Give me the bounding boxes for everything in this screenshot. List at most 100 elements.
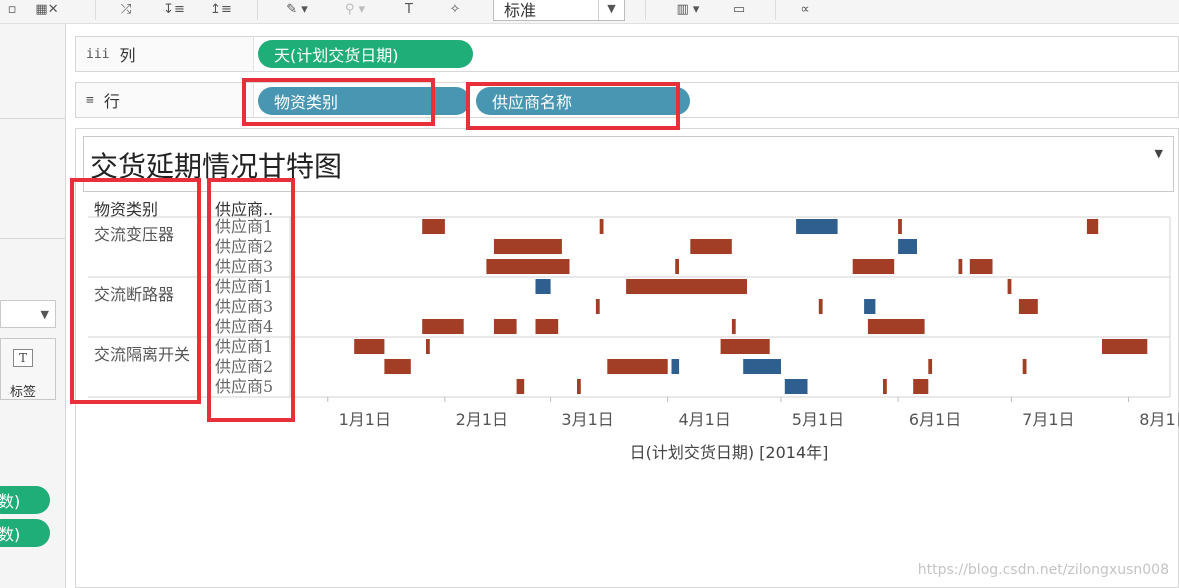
supplier-label: 供应商1: [215, 277, 274, 296]
group-icon[interactable]: ⚲ ▾: [344, 1, 366, 17]
gantt-bar: [969, 259, 993, 274]
gantt-bar: [426, 339, 430, 354]
x-axis-title: 日(计划交货日期) [2014年]: [630, 443, 829, 462]
gantt-bar: [607, 359, 668, 374]
x-axis-tick-label: 2月1日: [456, 410, 508, 429]
supplier-label: 供应商1: [215, 337, 274, 356]
gantt-bar: [1102, 339, 1148, 354]
gantt-bar: [384, 359, 411, 374]
gantt-bar: [595, 299, 600, 314]
columns-shelf-title: 列: [119, 46, 136, 65]
sort-descending-icon[interactable]: ↥≡: [210, 1, 232, 17]
label-icon[interactable]: T: [405, 1, 413, 17]
sort-ascending-icon[interactable]: ↧≡: [163, 1, 185, 17]
gantt-bar: [898, 219, 902, 234]
fit-select-value: 标准: [504, 0, 537, 20]
gantt-bar: [486, 259, 570, 274]
x-axis-tick-label: 4月1日: [678, 410, 730, 429]
supplier-label: 供应商3: [215, 257, 274, 276]
supplier-label: 供应商2: [215, 357, 274, 376]
columns-icon: iii: [86, 46, 110, 62]
category-label: 交流变压器: [94, 225, 175, 244]
supplier-label: 供应商5: [215, 377, 274, 396]
watermark: https://blog.csdn.net/zilongxusn008: [917, 562, 1169, 578]
gantt-bar: [864, 299, 876, 314]
chevron-down-icon[interactable]: ▼: [1154, 147, 1163, 160]
divider: [0, 238, 66, 239]
measure-pill[interactable]: 数): [0, 519, 50, 547]
gantt-bar: [422, 219, 445, 234]
worksheet: [75, 128, 1179, 588]
gantt-bar: [671, 359, 680, 374]
gantt-bar: [535, 319, 559, 334]
gantt-bar: [743, 359, 781, 374]
page-title: 交货延期情况甘特图: [90, 150, 343, 183]
share-icon[interactable]: ∝: [800, 1, 810, 17]
gantt-bar: [690, 239, 732, 254]
supplier-label: 供应商3: [215, 297, 274, 316]
highlight-icon[interactable]: ✎ ▾: [286, 1, 308, 17]
pill-supplier-name[interactable]: 供应商名称: [476, 87, 690, 115]
gantt-bar: [1018, 299, 1038, 314]
gantt-bar: [354, 339, 385, 354]
swap-icon[interactable]: ⤮: [120, 1, 132, 17]
title-box: 交货延期情况甘特图 ▼: [83, 136, 1174, 192]
gantt-bar: [535, 279, 551, 294]
gantt-bar: [958, 259, 963, 274]
show-me-icon[interactable]: ▥ ▾: [676, 1, 700, 17]
toolbar: ▫ ▦✕ ⤮ ↧≡ ↥≡ ✎ ▾ ⚲ ▾ T ✧ 标准 ▼ ▥ ▾ ▭ ∝: [0, 0, 1179, 24]
gantt-bar: [675, 259, 679, 274]
rows-shelf-title: 行: [103, 92, 120, 111]
gantt-bar: [1086, 219, 1099, 234]
gantt-bar: [867, 319, 925, 334]
toolbar-separator: [645, 0, 646, 20]
header-category: 物资类别: [94, 200, 159, 219]
mark-type-dropdown[interactable]: ▼: [0, 300, 56, 328]
gantt-bar: [599, 219, 604, 234]
gantt-bar: [898, 239, 917, 254]
pin-icon[interactable]: ✧: [449, 1, 461, 17]
x-axis-tick-label: 6月1日: [909, 410, 961, 429]
presentation-icon[interactable]: ▭: [732, 1, 746, 17]
gantt-bar: [928, 359, 933, 374]
x-axis-tick-label: 5月1日: [792, 410, 844, 429]
pill-plan-delivery-day[interactable]: 天(计划交货日期): [258, 40, 473, 68]
divider: [0, 118, 66, 119]
gantt-bar: [913, 379, 929, 394]
x-axis-tick-label: 7月1日: [1022, 410, 1074, 429]
gantt-bar: [493, 319, 517, 334]
gantt-bar: [852, 259, 895, 274]
gantt-bar: [626, 279, 747, 294]
toolbar-separator: [95, 0, 96, 20]
chevron-down-icon: ▼: [40, 308, 49, 321]
text-icon: T: [13, 349, 33, 367]
gantt-bar: [883, 379, 887, 394]
gantt-bar: [516, 379, 525, 394]
header-supplier: 供应商..: [215, 200, 274, 219]
save-icon[interactable]: ▫: [7, 1, 17, 17]
gantt-bar: [720, 339, 770, 354]
gantt-bar: [493, 239, 562, 254]
rows-shelf[interactable]: ≡ 行 物资类别 供应商名称: [75, 82, 1179, 118]
gantt-bar: [1022, 359, 1027, 374]
gantt-bar: [577, 379, 581, 394]
columns-shelf[interactable]: iii 列 天(计划交货日期): [75, 36, 1179, 72]
clear-sheet-icon[interactable]: ▦✕: [35, 1, 59, 17]
measure-pill[interactable]: 数): [0, 486, 50, 514]
gantt-bar: [818, 299, 823, 314]
label-card-text: 标签: [10, 385, 37, 400]
toolbar-separator: [257, 0, 258, 20]
fit-select[interactable]: 标准 ▼: [493, 0, 625, 21]
chevron-down-icon[interactable]: ▼: [598, 0, 624, 20]
category-label: 交流断路器: [94, 285, 175, 304]
x-axis-tick-label: 1月1日: [339, 410, 391, 429]
gantt-bar: [796, 219, 838, 234]
label-mark-card[interactable]: T 标签: [0, 338, 56, 400]
gantt-bar: [1007, 279, 1012, 294]
gantt-bar: [731, 319, 736, 334]
category-label: 交流隔离开关: [94, 345, 191, 364]
supplier-label: 供应商2: [215, 237, 274, 256]
x-axis-tick-label: 3月1日: [561, 410, 613, 429]
rows-icon: ≡: [86, 92, 94, 108]
